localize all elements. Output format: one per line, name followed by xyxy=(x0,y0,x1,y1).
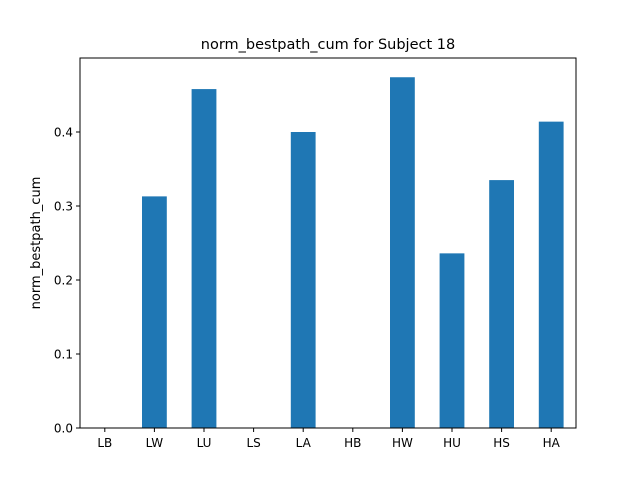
x-tick-label: LA xyxy=(296,436,312,450)
bar-ha xyxy=(538,121,564,428)
bar-hs xyxy=(489,180,514,428)
y-tick-label: 0.0 xyxy=(54,422,73,436)
chart-title: norm_bestpath_cum for Subject 18 xyxy=(201,37,455,53)
x-tick-label: LW xyxy=(146,436,164,450)
x-tick-label: HA xyxy=(543,436,561,450)
x-tick-label: LB xyxy=(97,436,112,450)
y-ticks: 0.0 0.1 0.2 0.3 0.4 xyxy=(54,126,80,436)
x-tick-label: HW xyxy=(392,436,413,450)
x-tick-label: LU xyxy=(197,436,212,450)
y-tick-label: 0.3 xyxy=(54,200,73,214)
x-tick-label: LS xyxy=(246,436,260,450)
y-tick-label: 0.2 xyxy=(54,274,73,288)
bar-hw xyxy=(390,77,415,429)
plot-frame xyxy=(79,57,577,429)
x-ticks: LB LW LU LS LA HB HW HU HS HA xyxy=(97,428,561,450)
x-tick-label: HB xyxy=(344,436,361,450)
y-axis-label: norm_bestpath_cum xyxy=(29,177,44,310)
bar-lw xyxy=(142,196,167,428)
x-tick-label: HS xyxy=(493,436,510,450)
y-tick-label: 0.4 xyxy=(54,126,73,140)
bars-layer xyxy=(142,77,564,429)
y-tick-label: 0.1 xyxy=(54,348,73,362)
x-tick-label: HU xyxy=(443,436,461,450)
bar-la xyxy=(290,132,316,428)
bar-hu xyxy=(439,253,465,428)
bar-lu xyxy=(191,89,217,428)
